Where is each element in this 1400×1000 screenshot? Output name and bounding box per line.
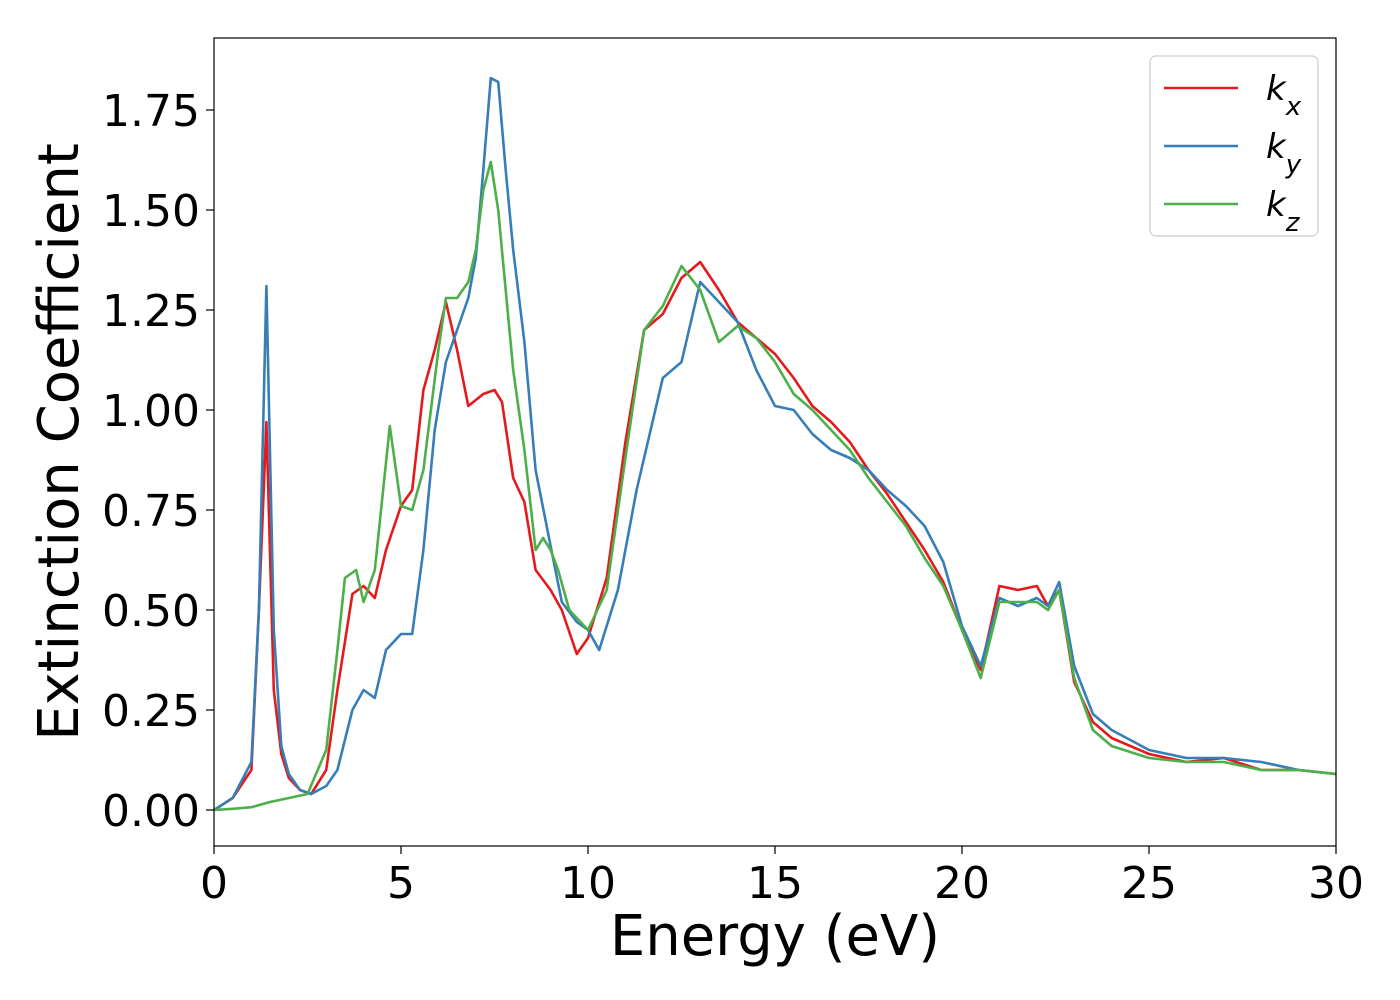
y-tick-label: 1.50 [102,186,200,237]
series-layer [214,76,1336,812]
y-axis-label: Extinction Coefficient [27,143,92,741]
legend-label-z: kz [1266,185,1301,238]
x-tick-label: 5 [387,858,415,909]
legend-label-x: kx [1266,69,1302,122]
y-tick-label: 0.25 [102,686,200,737]
x-tick-label: 30 [1308,858,1364,909]
x-axis-ticks: 0 5 10 15 20 25 30 [200,846,1364,909]
x-tick-label: 10 [560,858,616,909]
y-axis-ticks: 0.00 0.25 0.50 0.75 1.00 1.25 1.50 1.75 [102,86,214,837]
legend-label-y: ky [1266,127,1302,180]
x-tick-label: 15 [747,858,803,909]
x-tick-label: 20 [934,858,990,909]
series-line-z [214,160,1336,812]
y-tick-label: 1.75 [102,86,200,137]
series-line-x [214,260,1336,812]
y-tick-label: 0.75 [102,486,200,537]
y-tick-label: 1.25 [102,286,200,337]
x-tick-label: 0 [200,858,228,909]
y-tick-label: 0.50 [102,586,200,637]
x-tick-label: 25 [1121,858,1177,909]
y-tick-label: 1.00 [102,386,200,437]
x-axis-label: Energy (eV) [610,904,940,969]
y-tick-label: 0.00 [102,786,200,837]
